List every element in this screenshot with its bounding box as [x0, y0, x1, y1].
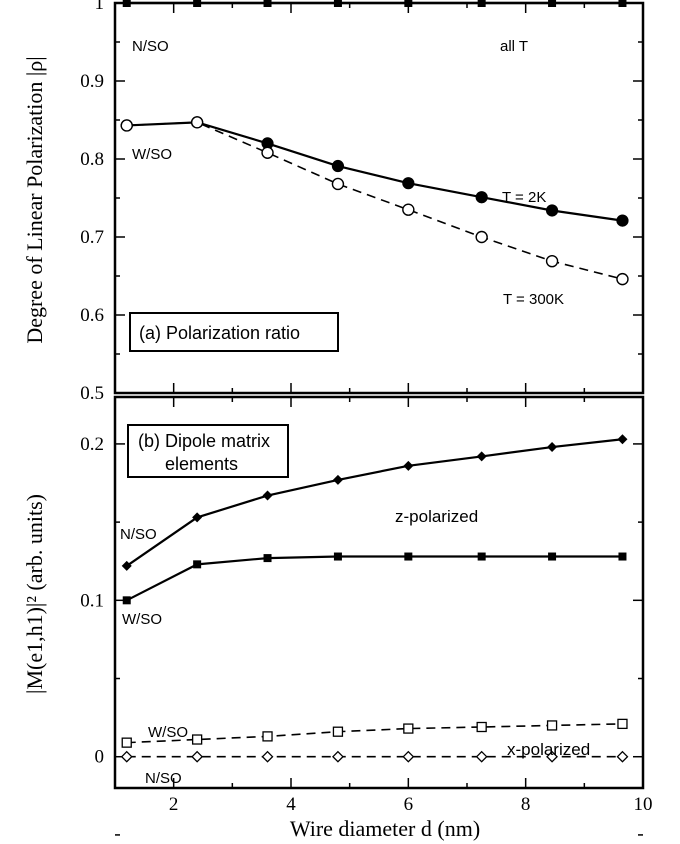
y-tick-label: 0.8 [80, 149, 104, 170]
annot-nso-a: N/SO [132, 38, 169, 55]
data-point [263, 0, 272, 7]
data-point [477, 552, 486, 561]
data-point [190, 116, 204, 129]
data-point [403, 723, 414, 734]
annot-wso-b-z: W/SO [122, 611, 162, 628]
panel-a-label-box [129, 312, 339, 352]
data-point [475, 230, 488, 244]
data-point [122, 596, 131, 605]
data-point [616, 272, 629, 286]
data-point [193, 560, 202, 569]
series-line [126, 723, 623, 744]
panel-b-ylabel: |M(e1,h1)|² (arb. units) [22, 494, 47, 694]
annot-x-polarized: x-polarized [507, 740, 590, 759]
data-point [191, 734, 203, 745]
y-tick-label: 0.9 [80, 71, 104, 92]
annot-wso-a: W/SO [132, 146, 172, 163]
data-point [262, 490, 273, 501]
panel-b-label-line1: (b) Dipole matrix [138, 431, 270, 451]
y-tick-label: 0.1 [80, 590, 104, 611]
data-point [402, 750, 415, 763]
data-point [332, 474, 343, 485]
data-point [191, 750, 204, 763]
panel-b-label-line2: elements [165, 454, 238, 474]
data-point [333, 552, 342, 561]
data-point [402, 177, 415, 190]
data-point [193, 0, 202, 7]
data-point [476, 721, 487, 733]
series-line [126, 121, 623, 222]
series-line [126, 555, 623, 602]
x-tick-label: 4 [286, 794, 296, 815]
data-point [332, 750, 344, 763]
annot-z-polarized: z-polarized [395, 507, 478, 526]
data-point [475, 191, 488, 204]
series-line [126, 121, 623, 280]
y-tick-label: 1 [95, 0, 105, 14]
data-point [332, 726, 344, 737]
data-point [122, 0, 131, 7]
data-point [261, 750, 274, 763]
data-point [618, 552, 627, 561]
data-point [263, 554, 272, 563]
y-tick-label: 0.5 [80, 383, 104, 404]
panel-b-frame [113, 395, 645, 790]
data-point [404, 0, 413, 7]
data-point [477, 0, 486, 7]
data-point [475, 750, 488, 763]
data-point [546, 750, 558, 763]
data-point [120, 750, 133, 763]
data-point [548, 0, 557, 7]
y-tick-label: 0.7 [80, 227, 104, 248]
data-point [402, 203, 415, 216]
data-point [617, 718, 628, 730]
data-point [121, 560, 132, 571]
series-line [126, 438, 623, 567]
annot-all-t: all T [500, 38, 528, 55]
panel-a-label: (a) Polarization ratio [139, 323, 300, 343]
x-tick-label: 2 [169, 794, 179, 815]
annot-nso-b-x: N/SO [145, 770, 182, 787]
data-point [545, 204, 559, 217]
panel-b-label-box [127, 424, 289, 478]
y-tick-label: 0 [95, 747, 105, 768]
data-point [331, 177, 345, 191]
data-point [120, 119, 133, 132]
data-point [617, 434, 628, 445]
data-point [616, 750, 629, 763]
y-tick-label: 0.2 [80, 434, 104, 455]
annot-wso-b-x: W/SO [148, 724, 188, 741]
data-point [404, 552, 413, 561]
data-point [331, 159, 345, 173]
data-point [546, 720, 558, 731]
annot-t2k: T = 2K [502, 189, 546, 206]
y-tick-label: 0.6 [80, 305, 104, 326]
data-point [403, 460, 414, 471]
data-point [618, 0, 627, 7]
x-axis-title: Wire diameter d (nm) [290, 816, 480, 841]
data-point [547, 442, 558, 453]
data-point [545, 254, 559, 268]
data-point [121, 737, 132, 748]
annot-t300k: T = 300K [503, 291, 564, 308]
data-point [192, 512, 203, 523]
annot-nso-b-z: N/SO [120, 526, 157, 543]
data-point [476, 451, 487, 462]
x-tick-label: 6 [404, 794, 414, 815]
x-tick-label: 10 [634, 794, 653, 815]
panel-a-ylabel: Degree of Linear Polarization |ρ| [22, 56, 47, 343]
data-point [333, 0, 342, 7]
x-tick-label: 8 [521, 794, 531, 815]
data-point [261, 146, 274, 159]
data-point [548, 552, 557, 561]
data-point [616, 214, 629, 227]
data-point [262, 731, 273, 742]
